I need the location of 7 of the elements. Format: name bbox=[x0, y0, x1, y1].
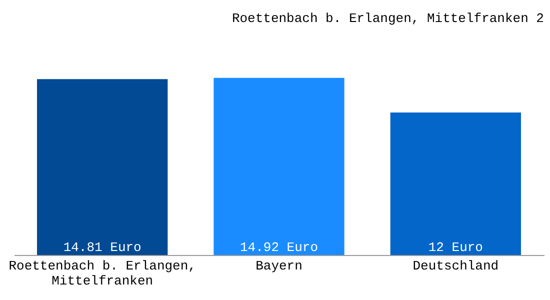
chart-title: Roettenbach b. Erlangen, Mittelfranken 2 bbox=[232, 11, 544, 26]
x-tick-label: Bayern bbox=[256, 258, 302, 274]
data-label: 14.92 Euro bbox=[240, 240, 318, 255]
data-label: 14.81 Euro bbox=[63, 240, 142, 255]
x-tick-label: Deutschland bbox=[412, 258, 499, 274]
data-label: 12 Euro bbox=[428, 240, 483, 255]
x-tick-label: Roettenbach b. Erlangen, Mittelfranken bbox=[8, 258, 196, 288]
